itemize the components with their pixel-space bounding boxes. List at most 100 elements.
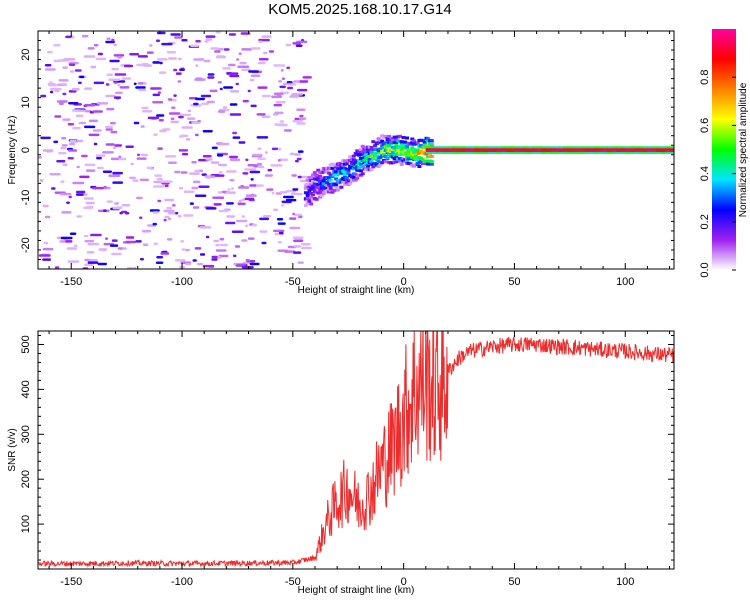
spectrogram-ridge-cell — [303, 191, 308, 195]
spectrogram-noise-cell — [84, 239, 94, 243]
spectrogram-ridge-cell — [330, 175, 335, 179]
spectrogram-noise-cell — [199, 253, 206, 256]
spectrogram-carrier-cell — [496, 151, 502, 154]
spectrogram-carrier-cell — [549, 146, 555, 149]
spectrogram-ridge-cell — [410, 152, 415, 156]
spectrogram-carrier-cell — [643, 146, 648, 149]
spectrogram-carrier-cell — [514, 151, 520, 154]
spectrogram-noise-cell — [225, 191, 230, 194]
spectrogram-ridge-cell — [342, 173, 347, 176]
spectrogram-noise-cell — [74, 109, 86, 112]
spectrogram-noise-cell — [293, 80, 301, 83]
spectrogram-ridge-cell — [429, 144, 434, 148]
spectrogram-noise-cell — [59, 192, 72, 196]
spectrogram-noise-cell — [245, 224, 249, 228]
spectrogram-noise-cell — [159, 71, 167, 74]
spectrogram-noise-cell — [275, 100, 286, 104]
spectrogram-ridge-cell — [311, 187, 315, 191]
spectrogram-noise-cell — [139, 258, 144, 261]
spectrogram-noise-cell — [140, 125, 145, 128]
spectrogram-noise-cell — [249, 262, 260, 266]
colorbar-ticks: 0.0 0.2 0.4 0.6 0.8 — [699, 70, 736, 278]
spectrogram-carrier-cell — [665, 146, 671, 149]
spectrogram-noise-cell — [93, 44, 99, 47]
spectrogram-noise-cell — [263, 215, 272, 218]
spectrogram-noise-cell — [286, 81, 293, 84]
spectrogram-carrier-cell — [448, 150, 453, 152]
spectrogram-carrier-cell — [598, 146, 604, 149]
spectrogram-noise-cell — [301, 246, 312, 250]
spectrogram-noise-cell — [206, 100, 215, 104]
spectrogram-noise-cell — [103, 209, 107, 212]
spectrogram-noise-cell — [231, 187, 235, 190]
spectrogram-carrier-cell — [607, 150, 613, 152]
spectrogram-carrier-cell — [567, 151, 573, 154]
colorbar: 0.0 0.2 0.4 0.6 0.8 Normalized spectral ampl… — [699, 29, 749, 278]
spectrogram-noise-cell — [67, 260, 80, 263]
spectrogram-carrier-cell — [572, 151, 578, 154]
spectrogram-noise-cell — [257, 157, 266, 160]
spectrogram-noise-cell — [290, 152, 295, 156]
spectrogram-noise-cell — [207, 76, 215, 79]
spectrogram-ridge-cell — [401, 146, 406, 150]
spectrogram-noise-cell — [215, 243, 220, 247]
spectrogram-noise-cell — [273, 103, 282, 107]
spectrogram-noise-cell — [156, 256, 164, 259]
spectrogram-ridge-cell — [360, 164, 365, 168]
spectrogram-noise-cell — [142, 110, 153, 113]
spectrogram-noise-cell — [266, 188, 274, 191]
spectrogram-noise-cell — [96, 102, 109, 105]
spectrogram-ridge-cell — [374, 162, 379, 166]
spectrogram-ridge-cell — [353, 172, 358, 176]
spectrogram-noise-cell — [185, 262, 191, 266]
spectrogram-carrier-cell — [514, 150, 520, 152]
spectrogram-ridge-cell — [341, 180, 346, 184]
spectrogram-carrier-cell — [665, 148, 671, 151]
spectrogram-noise-cell — [194, 247, 202, 250]
spectrogram-noise-cell — [156, 177, 163, 181]
spectrogram-carrier-cell — [585, 150, 591, 152]
spectrogram-carrier-cell — [479, 150, 484, 152]
spectrogram-noise-cell — [245, 158, 249, 162]
spectrogram-ridge-cell — [369, 146, 374, 149]
spectrogram-ridge-cell — [309, 202, 314, 206]
spectrogram-noise-cell — [133, 121, 140, 125]
spectrogram-ridge-cell — [344, 181, 349, 185]
spectrogram-noise-cell — [159, 129, 167, 133]
y-tick-label: -20 — [20, 237, 32, 253]
spectrogram-noise-cell — [152, 61, 160, 64]
spectrogram-ridge-cell — [371, 165, 376, 169]
spectrogram-carrier-cell — [430, 150, 436, 152]
spectrogram-noise-cell — [242, 172, 249, 175]
spectrogram-carrier-cell — [536, 151, 542, 154]
spectrogram-carrier-cell — [554, 150, 560, 152]
spectrogram-noise-cell — [92, 129, 102, 132]
spectrogram-ridge-cell — [327, 176, 331, 180]
spectrogram-ridge-cell — [351, 154, 356, 158]
spectrogram-noise-cell — [61, 211, 72, 214]
spectrogram-noise-cell — [247, 164, 258, 167]
spectrogram-ridge-cell — [371, 140, 376, 144]
spectrogram-noise-cell — [218, 254, 229, 258]
spectrogram-noise-cell — [59, 83, 67, 86]
spectrogram-noise-cell — [112, 146, 116, 149]
spectrogram-ridge-cell — [376, 160, 381, 164]
spectrogram-noise-cell — [259, 217, 270, 221]
spectrogram-carrier-cell — [452, 148, 458, 151]
spectrogram-carrier-cell — [612, 146, 617, 149]
spectrogram-noise-cell — [125, 145, 134, 148]
spectrogram-carrier-cell — [452, 151, 458, 154]
spectrogram-noise-cell — [178, 115, 184, 119]
spectrogram-noise-cell — [261, 35, 272, 38]
spectrogram-noise-cell — [153, 133, 158, 136]
spectrogram-noise-cell — [296, 157, 302, 161]
spectrogram-noise-cell — [194, 78, 206, 81]
spectrogram-carrier-cell — [651, 150, 657, 152]
spectrogram-noise-cell — [114, 73, 127, 76]
spectrogram-carrier-cell — [501, 150, 507, 152]
spectrogram-carrier-cell — [545, 151, 551, 154]
spectrogram-carrier-cell — [576, 150, 582, 152]
spectrogram-noise-cell — [168, 161, 177, 164]
spectrogram-noise-cell — [292, 188, 299, 191]
spectrogram-noise-cell — [299, 114, 304, 118]
